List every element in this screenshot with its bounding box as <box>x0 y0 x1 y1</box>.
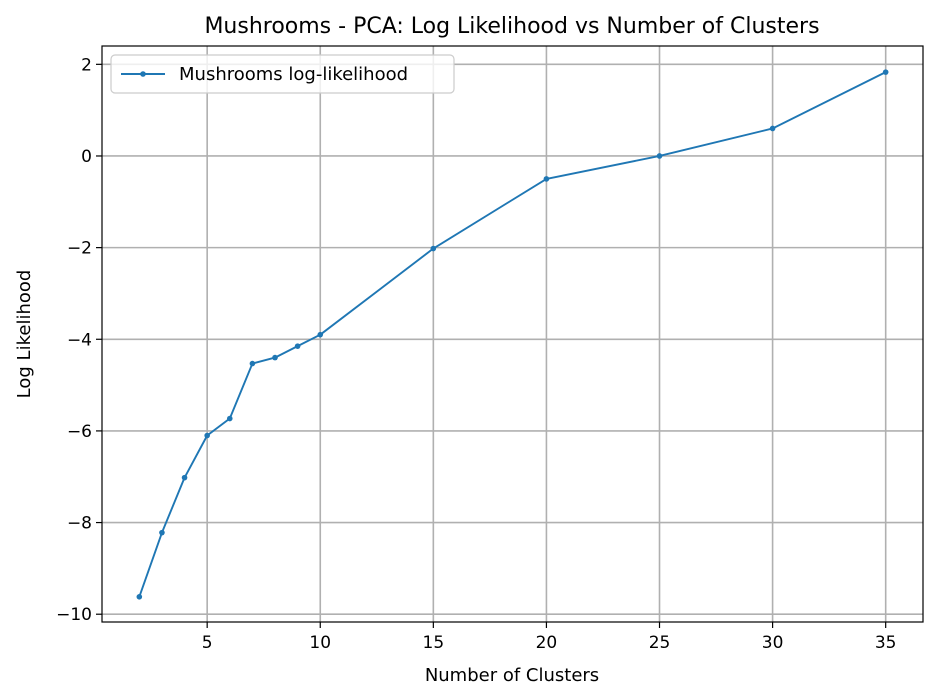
data-point <box>882 69 889 75</box>
data-point <box>272 354 278 361</box>
data-point <box>543 176 550 182</box>
data-point <box>294 343 301 349</box>
legend: Mushrooms log-likelihood <box>110 54 455 94</box>
data-point <box>249 360 256 367</box>
series-line <box>138 71 887 598</box>
data-point <box>430 245 437 252</box>
data-point <box>204 432 210 439</box>
legend-label: Mushrooms log-likelihood <box>179 64 408 85</box>
data-point <box>656 153 663 159</box>
plot-frame <box>101 45 924 623</box>
x-axis-label: Number of Clusters <box>425 665 599 686</box>
y-tick-label: −2 <box>67 239 92 259</box>
x-tick-label: 5 <box>202 633 213 653</box>
y-tick-label: −8 <box>67 514 92 534</box>
data-point <box>769 125 776 132</box>
y-tick-label: −10 <box>56 605 92 625</box>
grid <box>102 46 923 622</box>
data-point <box>159 529 165 536</box>
series-layer <box>136 69 889 600</box>
x-tick-label: 35 <box>875 633 897 653</box>
data-point <box>181 474 188 481</box>
chart-title: Mushrooms - PCA: Log Likelihood vs Numbe… <box>204 14 819 39</box>
y-tick-label: −4 <box>67 330 92 350</box>
x-tick-label: 10 <box>309 633 331 653</box>
data-point <box>317 331 324 338</box>
x-tick-label: 30 <box>762 633 784 653</box>
y-tick-label: 2 <box>81 55 92 75</box>
y-tick-label: 0 <box>81 147 92 167</box>
legend-marker <box>140 71 146 77</box>
legend-box <box>110 54 455 94</box>
plot-area <box>102 46 923 622</box>
x-tick-label: 20 <box>536 633 558 653</box>
y-axis-label: Log Likelihood <box>14 270 35 399</box>
x-tick-label: 25 <box>649 633 671 653</box>
ticks: 5 10 15 20 25 30 35 −10 −8 −6 −4 −2 0 2 <box>56 55 896 653</box>
data-point <box>226 415 233 422</box>
x-tick-label: 15 <box>423 633 445 653</box>
data-point <box>136 593 143 600</box>
y-tick-label: −6 <box>67 422 92 442</box>
